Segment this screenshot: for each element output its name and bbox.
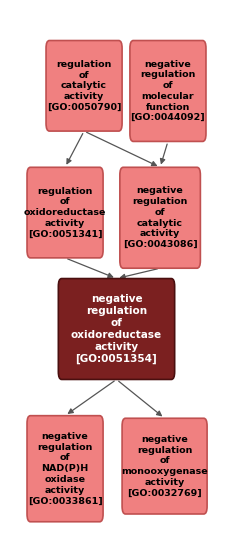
Text: negative
regulation
of
oxidoreductase
activity
[GO:0051354]: negative regulation of oxidoreductase ac… (71, 294, 162, 364)
Text: regulation
of
oxidoreductase
activity
[GO:0051341]: regulation of oxidoreductase activity [G… (24, 186, 106, 239)
FancyBboxPatch shape (46, 40, 122, 131)
FancyBboxPatch shape (27, 416, 103, 522)
FancyBboxPatch shape (58, 279, 175, 379)
FancyBboxPatch shape (130, 40, 206, 141)
FancyBboxPatch shape (27, 167, 103, 258)
FancyBboxPatch shape (122, 418, 207, 514)
Text: negative
regulation
of
monooxygenase
activity
[GO:0032769]: negative regulation of monooxygenase act… (121, 435, 208, 497)
Text: negative
regulation
of
NAD(P)H
oxidase
activity
[GO:0033861]: negative regulation of NAD(P)H oxidase a… (28, 432, 103, 506)
FancyBboxPatch shape (120, 167, 200, 268)
Text: regulation
of
catalytic
activity
[GO:0050790]: regulation of catalytic activity [GO:005… (47, 60, 121, 112)
Text: negative
regulation
of
catalytic
activity
[GO:0043086]: negative regulation of catalytic activit… (123, 186, 198, 249)
Text: negative
regulation
of
molecular
function
[GO:0044092]: negative regulation of molecular functio… (130, 60, 205, 122)
